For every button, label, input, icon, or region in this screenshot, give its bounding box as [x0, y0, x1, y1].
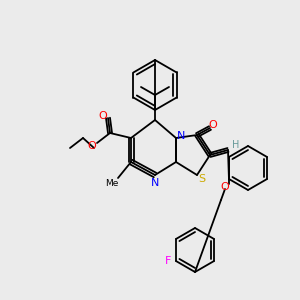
Text: O: O: [208, 120, 217, 130]
Text: F: F: [165, 256, 171, 266]
Text: N: N: [151, 178, 159, 188]
Text: O: O: [220, 182, 230, 192]
Text: N: N: [177, 131, 185, 141]
Text: Me: Me: [105, 178, 119, 188]
Text: O: O: [88, 141, 96, 151]
Text: H: H: [232, 140, 240, 150]
Text: S: S: [198, 174, 206, 184]
Text: O: O: [99, 111, 107, 121]
